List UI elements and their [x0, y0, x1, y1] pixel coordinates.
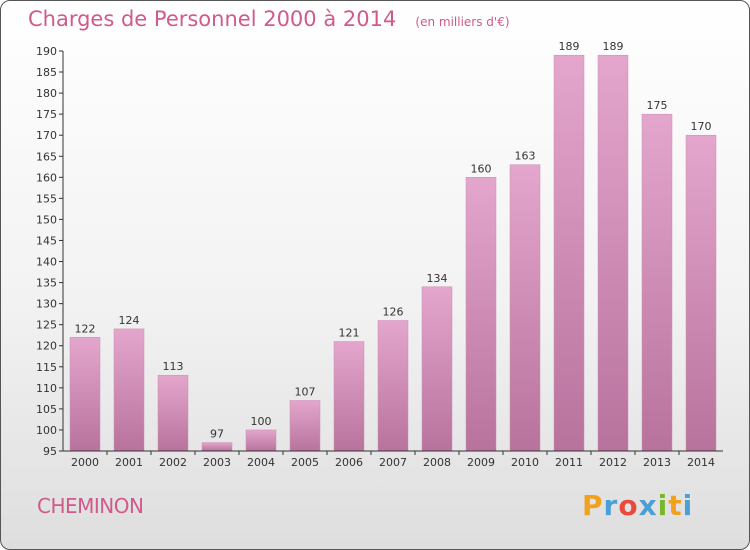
x-tick-label: 2014 — [687, 456, 715, 469]
x-tick-label: 2000 — [71, 456, 99, 469]
y-tick-label: 140 — [36, 256, 57, 269]
x-tick-label: 2011 — [555, 456, 583, 469]
x-tick-label: 2006 — [335, 456, 363, 469]
x-tick-label: 2008 — [423, 456, 451, 469]
data-label: 107 — [295, 385, 316, 398]
logo-letter: i — [682, 489, 694, 522]
y-tick-label: 180 — [36, 87, 57, 100]
x-axis: 2000 2001 2002 2003 2004 2005 2006 2007 2008 2009… — [63, 450, 723, 469]
data-label: 126 — [383, 305, 404, 318]
y-tick-label: 95 — [43, 445, 57, 458]
bar — [509, 164, 541, 452]
bar — [113, 328, 145, 452]
y-tick-label: 175 — [36, 108, 57, 121]
y-tick-label: 110 — [36, 382, 57, 395]
chart-subtitle: (en milliers d'€) — [415, 15, 510, 29]
x-tick-label: 2002 — [159, 456, 187, 469]
x-tick-label: 2010 — [511, 456, 539, 469]
y-tick-label: 165 — [36, 150, 57, 163]
commune-name: CHEMINON — [37, 494, 144, 518]
bar — [245, 429, 277, 452]
bar — [201, 442, 233, 452]
y-tick-label: 150 — [36, 213, 57, 226]
bar — [465, 177, 497, 452]
data-label: 100 — [251, 415, 272, 428]
y-tick-label: 120 — [36, 340, 57, 353]
data-label: 163 — [515, 150, 536, 163]
x-tick-label: 2013 — [643, 456, 671, 469]
chart-title: Charges de Personnel 2000 à 2014 — [28, 7, 397, 31]
bar — [685, 134, 717, 452]
logo-letter: o — [618, 489, 639, 522]
y-tick-label: 105 — [36, 403, 57, 416]
x-tick-label: 2005 — [291, 456, 319, 469]
bar — [421, 286, 453, 452]
x-tick-label: 2009 — [467, 456, 495, 469]
title-row: Charges de Personnel 2000 à 2014 (en mil… — [28, 7, 510, 31]
y-tick-label: 135 — [36, 277, 57, 290]
data-label: 97 — [210, 428, 224, 441]
y-tick-label: 145 — [36, 234, 57, 247]
y-tick-label: 130 — [36, 298, 57, 311]
logo-letter: r — [603, 489, 619, 522]
x-tick-label: 2001 — [115, 456, 143, 469]
y-tick-label: 155 — [36, 192, 57, 205]
y-tick-label: 125 — [36, 319, 57, 332]
data-label: 189 — [559, 40, 580, 53]
bar — [289, 400, 321, 452]
x-tick-label: 2007 — [379, 456, 407, 469]
data-label: 113 — [163, 360, 184, 373]
bar — [377, 320, 409, 452]
data-label: 175 — [647, 99, 668, 112]
y-tick-label: 160 — [36, 171, 57, 184]
logo-letter: t — [668, 489, 683, 522]
y-tick-label: 100 — [36, 424, 57, 437]
data-label: 124 — [119, 314, 140, 327]
logo-letter: P — [582, 489, 604, 522]
logo-letter: x — [638, 489, 658, 522]
data-label: 160 — [471, 162, 492, 175]
data-label: 121 — [339, 327, 360, 340]
bar — [553, 54, 585, 452]
bar — [157, 374, 189, 452]
bar — [333, 341, 365, 452]
bars: 122 124 113 97 100 107 121 126 134 160 163 189 189 17… — [69, 40, 717, 452]
y-tick-label: 190 — [36, 45, 57, 58]
data-label: 122 — [75, 322, 96, 335]
x-tick-label: 2004 — [247, 456, 275, 469]
y-axis: 95 100 105 110 115 120 125 130 135 140 145 150 155 16… — [36, 45, 64, 458]
bar — [597, 54, 629, 452]
y-tick-label: 170 — [36, 129, 57, 142]
data-label: 189 — [603, 40, 624, 53]
data-label: 134 — [427, 272, 448, 285]
x-tick-label: 2012 — [599, 456, 627, 469]
y-tick-label: 185 — [36, 66, 57, 79]
proxiti-logo[interactable]: Proxiti — [582, 489, 693, 522]
data-label: 170 — [691, 120, 712, 133]
y-tick-label: 115 — [36, 361, 57, 374]
logo-letter: i — [657, 489, 669, 522]
bar — [641, 113, 673, 452]
x-tick-label: 2003 — [203, 456, 231, 469]
bar — [69, 337, 101, 452]
